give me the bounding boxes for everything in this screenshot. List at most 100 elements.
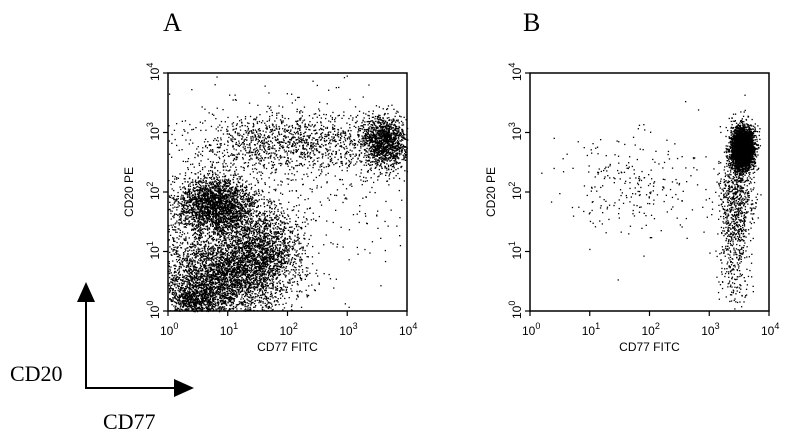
panel-a-data-point — [211, 265, 213, 267]
panel-a-data-point — [233, 220, 235, 222]
panel-a-data-point — [219, 234, 221, 236]
panel-a-data-point — [250, 282, 252, 284]
panel-a-data-point — [197, 282, 199, 284]
panel-a-data-point — [306, 294, 308, 296]
panel-a-data-point — [225, 213, 227, 215]
panel-a-data-point — [195, 202, 198, 205]
panel-a-data-point — [194, 204, 196, 206]
panel-a-data-point — [261, 282, 263, 284]
panel-a-data-point — [204, 201, 206, 203]
panel-a-data-point — [213, 204, 215, 206]
panel-a-data-point — [236, 285, 239, 287]
panel-a-data-point — [183, 253, 185, 255]
panel-a-data-point — [246, 269, 248, 272]
panel-a-data-point — [182, 293, 184, 296]
panel-a-data-point — [266, 285, 268, 287]
panel-a-data-point — [261, 291, 264, 293]
panel-a-data-point — [238, 213, 240, 215]
panel-a-data-point — [193, 197, 196, 199]
panel-a-data-point — [221, 213, 223, 216]
panel-a-data-point — [200, 198, 202, 200]
panel-a-data-point — [191, 228, 193, 230]
panel-a-data-point — [223, 284, 225, 286]
panel-a-data-point — [212, 225, 214, 228]
panel-a-data-point — [241, 222, 243, 224]
panel-a-data-point — [238, 201, 240, 203]
panel-a-data-point — [213, 228, 215, 231]
panel-a-data-point — [220, 301, 222, 303]
panel-a-data-point — [205, 203, 207, 205]
panel-a-data-point — [237, 206, 239, 208]
panel-a-data-point — [209, 253, 211, 256]
panel-a-data-point — [220, 201, 223, 204]
panel-a-data-point — [192, 206, 195, 209]
panel-a-data-point — [222, 186, 225, 188]
panel-a-data-point — [172, 260, 174, 262]
panel-a-data-point — [174, 226, 176, 228]
panel-a-data-point — [213, 213, 215, 215]
panel-a-data-point — [235, 250, 237, 252]
panel-a-data-point — [224, 279, 226, 281]
panel-a-data-point — [248, 205, 250, 207]
panel-a-data-point — [202, 252, 204, 254]
panel-a-data-point — [201, 254, 203, 256]
panel-a-data-point — [228, 182, 230, 184]
panel-a-data-point — [267, 277, 270, 279]
panel-a-data-point — [233, 257, 235, 259]
panel-a-data-point — [192, 245, 194, 248]
panel-a-data-point — [238, 216, 241, 218]
panel-a-data-point — [214, 205, 216, 208]
panel-a-data-point — [256, 289, 259, 291]
panel-a-data-point — [186, 196, 189, 198]
panel-a-data-point — [276, 289, 278, 291]
panel-a-data-point — [263, 286, 265, 288]
panel-a-data-point — [206, 182, 208, 185]
panel-a-data-point — [203, 174, 205, 176]
panel-a-data-point — [213, 269, 215, 271]
panel-a-data-point — [205, 177, 207, 179]
panel-a-data-point — [191, 212, 194, 214]
panel-a-data-point — [235, 282, 237, 284]
panel-a-data-point — [262, 268, 264, 270]
panel-a-data-point — [233, 198, 235, 200]
panel-a-data-point — [231, 299, 233, 301]
panel-a-data-point — [221, 259, 223, 261]
panel-a-data-point — [246, 280, 249, 282]
panel-a-data-point — [239, 266, 241, 269]
panel-a-data-point — [256, 239, 258, 241]
panel-a-data-point — [209, 181, 211, 183]
panel-a-data-point — [177, 302, 179, 304]
panel-a-data-point — [208, 243, 210, 245]
panel-a-data-point — [202, 231, 204, 233]
panel-a-data-point — [230, 218, 232, 220]
panel-a-data-point — [224, 265, 226, 267]
panel-a-data-point — [234, 202, 237, 204]
panel-a-data-point — [222, 278, 225, 280]
panel-a-data-point — [236, 265, 238, 267]
panel-a-data-point — [222, 234, 224, 236]
panel-a-data-point — [215, 276, 217, 278]
panel-a-data-point — [212, 224, 214, 226]
panel-a-data-point — [209, 223, 212, 225]
panel-a-data-point — [206, 201, 209, 203]
panel-a-data-point — [216, 291, 218, 293]
panel-a-data-point — [197, 224, 200, 226]
panel-a-data-point — [227, 258, 229, 261]
panel-a-data-point — [201, 181, 203, 183]
panel-a-data-point — [229, 200, 231, 202]
panel-a-data-point — [207, 214, 209, 216]
panel-a-data-point — [204, 210, 206, 212]
panel-a-data-point — [198, 201, 200, 203]
panel-a-data-point — [285, 289, 287, 291]
panel-a-data-point — [230, 204, 232, 206]
panel-a-data-point — [307, 256, 309, 258]
panel-a-data-point — [193, 187, 195, 189]
panel-a-data-point — [191, 195, 193, 197]
panel-a-data-point — [249, 203, 251, 205]
panel-a-data-point — [219, 264, 222, 266]
panel-a-data-point — [297, 274, 299, 276]
panel-a-data-point — [215, 222, 217, 224]
panel-a-data-point — [209, 296, 212, 298]
panel-a-data-point — [192, 188, 194, 190]
panel-a-data-point — [247, 196, 250, 198]
